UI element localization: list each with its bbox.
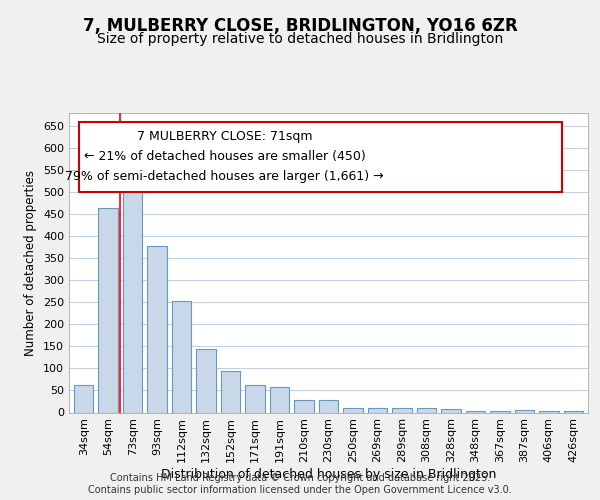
Bar: [294, 400, 314, 412]
FancyBboxPatch shape: [79, 122, 562, 192]
Bar: [515, 410, 534, 412]
Y-axis label: Number of detached properties: Number of detached properties: [25, 170, 37, 356]
X-axis label: Distribution of detached houses by size in Bridlington: Distribution of detached houses by size …: [161, 468, 496, 481]
Bar: [319, 400, 338, 412]
Bar: [123, 178, 142, 412]
Bar: [441, 409, 461, 412]
Bar: [466, 411, 485, 412]
Bar: [98, 208, 118, 412]
Bar: [148, 246, 167, 412]
Bar: [368, 408, 387, 412]
Text: 7, MULBERRY CLOSE, BRIDLINGTON, YO16 6ZR: 7, MULBERRY CLOSE, BRIDLINGTON, YO16 6ZR: [83, 18, 517, 36]
Bar: [343, 408, 363, 412]
Bar: [539, 411, 559, 412]
Bar: [270, 387, 289, 412]
Bar: [245, 384, 265, 412]
Bar: [172, 302, 191, 412]
Text: Size of property relative to detached houses in Bridlington: Size of property relative to detached ho…: [97, 32, 503, 46]
Bar: [563, 411, 583, 412]
Text: 7 MULBERRY CLOSE: 71sqm
← 21% of detached houses are smaller (450)
79% of semi-d: 7 MULBERRY CLOSE: 71sqm ← 21% of detache…: [65, 130, 384, 183]
Bar: [490, 411, 509, 412]
Bar: [74, 384, 94, 412]
Bar: [392, 408, 412, 412]
Bar: [416, 408, 436, 412]
Text: Contains HM Land Registry data © Crown copyright and database right 2025.
Contai: Contains HM Land Registry data © Crown c…: [88, 474, 512, 495]
Bar: [221, 370, 241, 412]
Bar: [196, 348, 216, 412]
